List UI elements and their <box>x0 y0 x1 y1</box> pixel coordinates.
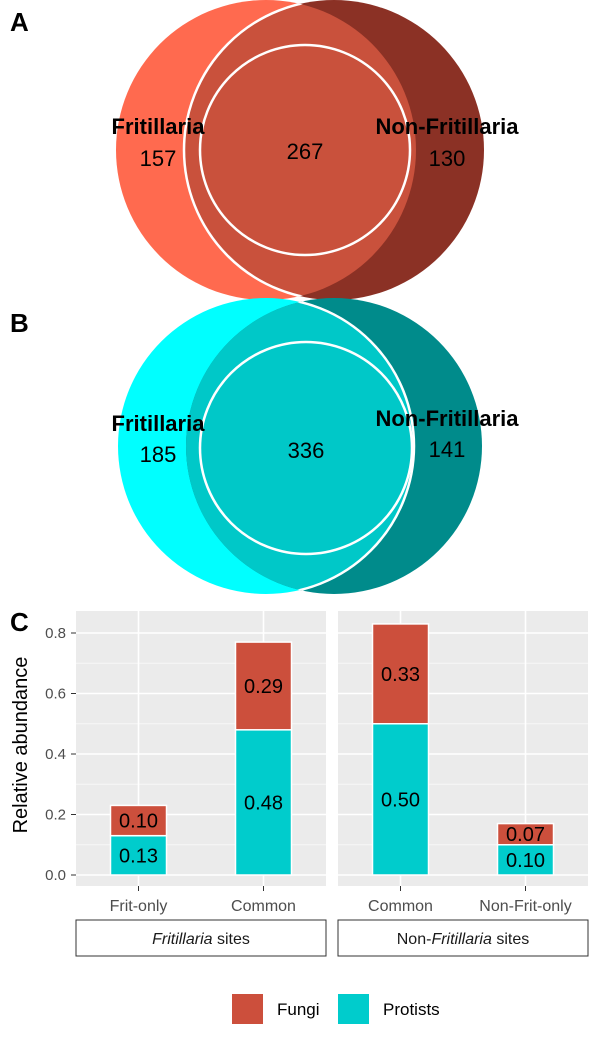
venn-b-overlap-count: 336 <box>288 438 325 463</box>
data-label: 0.10 <box>506 850 545 872</box>
data-label: 0.33 <box>381 664 420 686</box>
bar-fungi-common <box>234 641 293 731</box>
venn-b-right-name: Non-Fritillaria <box>375 406 519 431</box>
data-label: 0.13 <box>119 845 158 867</box>
y-tick-label: 0.6 <box>45 686 66 703</box>
venn-a-right-name: Non-Fritillaria <box>375 114 519 139</box>
venn-b-left-count: 185 <box>140 442 177 467</box>
venn-a-left-name: Fritillaria <box>112 114 206 139</box>
legend-label-fungi: Fungi <box>277 1000 320 1019</box>
panel-label-a: A <box>10 7 29 37</box>
x-tick-label: Common <box>231 898 296 915</box>
venn-b-left-name: Fritillaria <box>112 411 206 436</box>
data-label: 0.48 <box>244 792 283 814</box>
x-tick-label: Frit-only <box>110 898 168 915</box>
legend-swatch-fungi <box>232 994 263 1024</box>
venn-b-outline <box>198 340 414 556</box>
bar-protists-non-frit-only <box>496 844 555 876</box>
venn-a-outline <box>198 43 412 257</box>
venn-b-right-count: 141 <box>429 437 466 462</box>
facet-2: 0.50 0.33 Common 0.10 0.07 Non-Frit-only Non-F… <box>337 611 589 957</box>
venn-a-right-count: 130 <box>429 146 466 171</box>
data-label: 0.07 <box>506 824 545 846</box>
legend-swatch-protists <box>338 994 369 1024</box>
facet-1: 0.13 0.10 Frit-only 0.48 0.29 Common Fritillar… <box>75 611 327 957</box>
y-axis-label: Relative abundance <box>10 657 32 834</box>
legend: Fungi Protists <box>232 994 440 1024</box>
legend-label-protists: Protists <box>383 1000 440 1019</box>
venn-a-left-count: 157 <box>140 146 177 171</box>
facet-strip-label: Non-Fritillaria sites <box>397 931 529 948</box>
facet-strip-label: Fritillaria sites <box>152 931 250 948</box>
panel-label-c: C <box>10 607 29 637</box>
y-tick-label: 0.0 <box>45 867 66 884</box>
bar-fungi-non-frit-only <box>496 822 555 846</box>
y-tick-label: 0.8 <box>45 625 66 642</box>
facet-strip <box>75 919 327 957</box>
bar-fungi-frit-only <box>109 804 168 837</box>
panel-label-b: B <box>10 308 29 338</box>
data-label: 0.29 <box>244 676 283 698</box>
data-label: 0.10 <box>119 811 158 833</box>
facet-strip <box>337 919 589 957</box>
bar-fungi-common <box>371 623 430 725</box>
stacked-bar-chart: Relative abundance 0.13 0.10 Frit-only 0.48… <box>10 611 589 1024</box>
venn-diagram-a: Fritillaria 157 267 Non-Fritillaria 130 <box>112 0 519 300</box>
bar-protists-common <box>371 723 430 876</box>
x-tick-label: Common <box>368 898 433 915</box>
venn-a-overlap-count: 267 <box>287 139 324 164</box>
y-tick-label: 0.2 <box>45 807 66 824</box>
y-tick-label: 0.4 <box>45 746 66 763</box>
data-label: 0.50 <box>381 789 420 811</box>
venn-diagram-b: Fritillaria 185 336 Non-Fritillaria 141 <box>112 298 519 594</box>
x-tick-label: Non-Frit-only <box>479 898 571 915</box>
bar-protists-frit-only <box>109 834 168 876</box>
